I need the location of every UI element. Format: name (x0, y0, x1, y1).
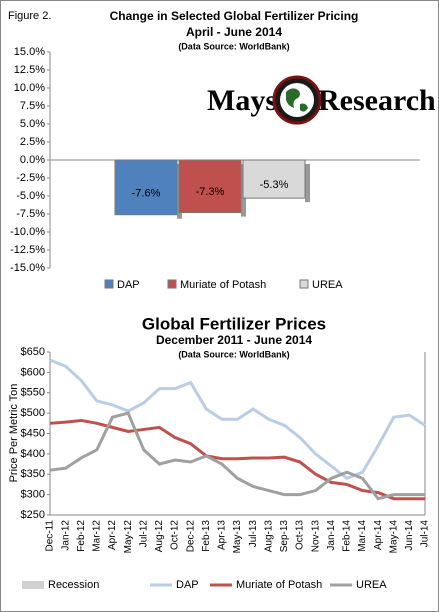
x-tick-label: Oct-13 (295, 520, 306, 550)
x-tick-label: Mar-14 (357, 520, 368, 552)
line-series (49, 411, 425, 501)
bar-side (305, 164, 310, 203)
chart-source: (Data Source: WorldBank) (178, 349, 289, 359)
legend-label: DAP (117, 279, 140, 291)
x-tick-label: May-14 (388, 520, 399, 554)
x-tick-label: Aug-13 (263, 520, 274, 553)
x-tick-label: Feb-14 (342, 520, 353, 552)
y-tick-label: $500 (21, 407, 45, 419)
logo-globe-inner (280, 83, 314, 117)
value-label: -7.6% (132, 187, 161, 199)
chart-subtitle: April - June 2014 (186, 25, 282, 39)
y-tick-label: 15.0% (14, 46, 45, 58)
x-tick-label: Dec-11 (45, 520, 56, 552)
legend-label: DAP (176, 579, 199, 591)
figure-label: Figure 2. (8, 10, 51, 22)
line-series (49, 358, 426, 481)
legend-swatch (167, 279, 177, 289)
chart-title: Global Fertilizer Prices (142, 314, 326, 333)
chart-source: (Data Source: WorldBank) (178, 41, 289, 51)
y-axis-label: Price Per Metric Ton (8, 384, 20, 483)
y-tick-label: 12.5% (14, 64, 45, 76)
x-tick-label: Sep-13 (279, 520, 290, 553)
x-tick-label: Jul-13 (248, 520, 259, 548)
x-tick-label: Jul-14 (420, 520, 431, 548)
x-tick-label: May-13 (232, 520, 243, 554)
y-tick-label: $650 (21, 346, 45, 358)
y-tick-label: 0.0% (20, 154, 45, 166)
y-tick-label: -2.5% (16, 172, 45, 184)
y-tick-label: $350 (21, 468, 45, 480)
logo: Mays Research (207, 75, 436, 125)
legend-label: Recession (48, 579, 99, 591)
y-tick-label: -15.0% (10, 262, 45, 274)
y-tick-label: $250 (21, 509, 45, 521)
y-tick-label: -7.5% (16, 208, 45, 220)
x-tick-label: Oct-12 (170, 520, 181, 550)
logo-right: Research (318, 84, 436, 117)
y-tick-label: $550 (21, 387, 45, 399)
x-tick-label: Jun-14 (404, 520, 415, 551)
bar (242, 159, 306, 199)
line-series (49, 418, 425, 501)
x-tick-label: Jan-14 (326, 520, 337, 551)
x-tick-label: Aug-12 (154, 520, 165, 553)
x-tick-label: Jan-12 (60, 520, 71, 551)
chart-title: Change in Selected Global Fertilizer Pri… (110, 9, 359, 23)
x-tick-label: Apr-12 (107, 520, 118, 550)
legend-swatch (104, 279, 114, 289)
chart-subtitle: December 2011 - June 2014 (156, 333, 312, 347)
y-tick-label: 5.0% (20, 118, 45, 130)
legend-label: Muriate of Potash (180, 279, 266, 291)
legend-label: UREA (312, 279, 343, 291)
x-tick-label: Feb-12 (76, 520, 87, 552)
y-tick-label: -10.0% (10, 226, 45, 238)
x-tick-label: Nov-13 (310, 520, 321, 553)
legend-swatch (299, 279, 309, 289)
y-tick-label: $400 (21, 448, 45, 460)
y-tick-label: $600 (21, 366, 45, 378)
value-label: -7.3% (196, 186, 225, 198)
x-tick-label: Jul-12 (138, 520, 149, 548)
y-tick-label: $450 (21, 427, 45, 439)
y-tick-label: -5.0% (16, 190, 45, 202)
y-tick-label: 10.0% (14, 82, 45, 94)
y-tick-label: -12.5% (10, 244, 45, 256)
x-tick-label: Feb-13 (201, 520, 212, 552)
bar (114, 159, 178, 216)
y-tick-label: $300 (21, 489, 45, 501)
legend-label: UREA (356, 579, 387, 591)
x-tick-label: Apr-14 (373, 520, 384, 550)
logo-land (286, 88, 308, 112)
y-tick-label: 2.5% (20, 136, 45, 148)
y-tick-label: 7.5% (20, 100, 45, 112)
bar (178, 159, 242, 214)
x-tick-label: May-12 (123, 520, 134, 554)
x-tick-label: Dec-12 (185, 520, 196, 553)
x-tick-label: Apr-13 (217, 520, 228, 550)
x-tick-label: Mar-12 (92, 520, 103, 552)
logo-left: Mays (207, 84, 277, 117)
value-label: -5.3% (260, 179, 289, 191)
legend-label: Muriate of Potash (236, 579, 322, 591)
